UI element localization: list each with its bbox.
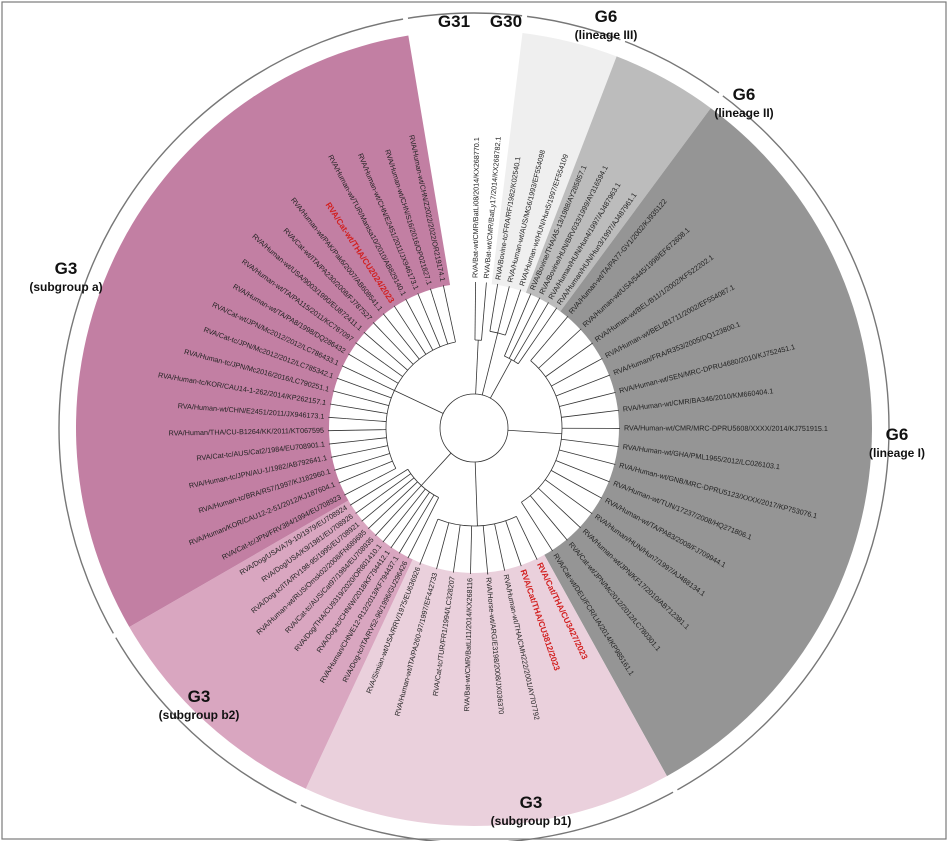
clade-sub-g6-1: (lineage I) (869, 446, 925, 460)
leaf-label: RVA/Bat-wt/CMR/BatLi08/2014/KX268770.1 (471, 137, 482, 278)
clade-name-g3-b1: G3 (520, 793, 543, 812)
clade-name-g30: G30 (490, 12, 522, 31)
clade-sub-g3-a: (subgroup a) (29, 280, 102, 294)
ring-gap (672, 785, 678, 795)
clade-name-g31: G31 (438, 12, 470, 31)
clade-sub-g3-b1: (subgroup b1) (491, 814, 572, 828)
clade-name-g6-3: G6 (595, 7, 618, 26)
leaf-label: RVA/Human-wt/CMR/MRC-DPRU5608/XXXX/2014/… (624, 423, 828, 433)
clade-sub-g6-3: (lineage III) (575, 28, 638, 42)
ring-gap (110, 632, 120, 638)
ring-gap (297, 798, 302, 809)
ring-gap (405, 14, 407, 26)
clade-name-g6-1: G6 (886, 425, 909, 444)
clade-name-g3-a: G3 (55, 259, 78, 278)
branch (471, 526, 472, 548)
clade-name-g3-b2: G3 (188, 687, 211, 706)
clade-sub-g3-b2: (subgroup b2) (159, 708, 240, 722)
ring-gap (524, 11, 525, 23)
clade-name-g6-2: G6 (733, 85, 756, 104)
clade-sub-g6-2: (lineage II) (714, 106, 773, 120)
